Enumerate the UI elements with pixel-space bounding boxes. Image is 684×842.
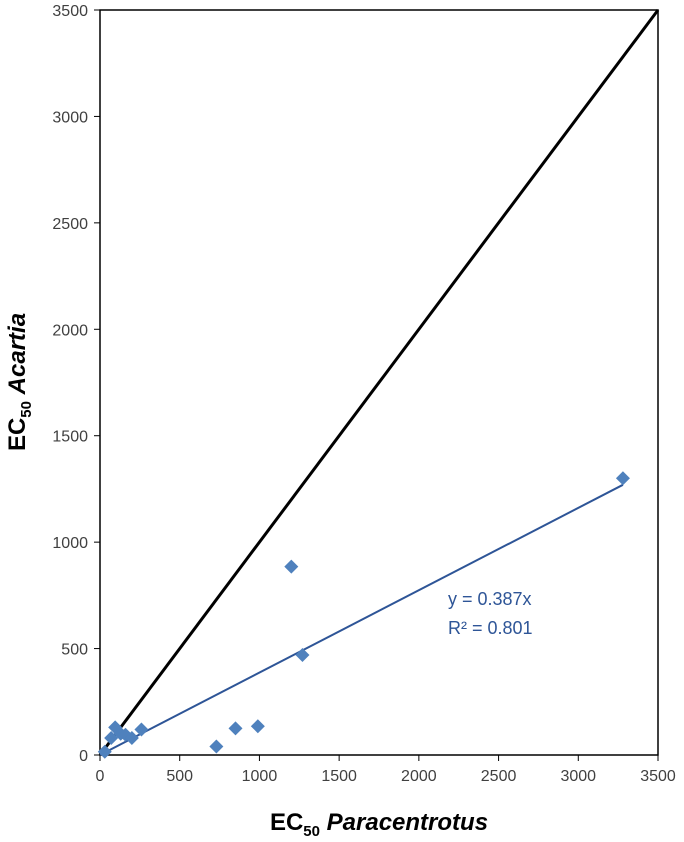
data-point: [228, 721, 243, 736]
identity-line: [98, 9, 660, 756]
y-tick-label: 1000: [52, 535, 88, 552]
data-point: [295, 647, 310, 662]
x-axis-title: EC50 Paracentrotus: [270, 809, 488, 840]
y-tick-label: 2500: [52, 216, 88, 233]
data-point: [615, 471, 630, 486]
y-tick-label: 3500: [52, 3, 88, 20]
y-tick-label: 0: [79, 748, 88, 765]
data-points: [97, 471, 630, 759]
data-point: [250, 719, 265, 734]
r-squared-label: R² = 0.801: [448, 618, 533, 638]
x-tick-label: 2000: [401, 768, 437, 785]
y-axis-title-subscript: 50: [18, 401, 35, 418]
x-axis-title-italic: Paracentrotus: [327, 809, 488, 836]
y-axis-title-base: EC: [4, 418, 31, 451]
trendline: [99, 483, 624, 756]
trendline-equation: y = 0.387x: [448, 589, 532, 609]
x-tick-label: 2500: [481, 768, 517, 785]
y-tick-label: 1500: [52, 429, 88, 446]
y-axis: 0 500 1000 1500 2000 2500 3000 3500: [52, 3, 100, 765]
x-tick-label: 1000: [242, 768, 278, 785]
x-axis-title-base: EC: [270, 809, 303, 836]
x-tick-label: 1500: [321, 768, 357, 785]
y-axis-title: EC50 Acartia: [4, 313, 35, 451]
y-tick-label: 3000: [52, 109, 88, 126]
x-tick-label: 3000: [560, 768, 596, 785]
data-point: [118, 727, 133, 742]
y-tick-label: 2000: [52, 322, 88, 339]
x-axis: 0 500 1000 1500 2000 2500 3000 3500: [96, 755, 676, 785]
data-point: [97, 744, 112, 759]
x-tick-label: 0: [96, 768, 105, 785]
data-point: [209, 739, 224, 754]
y-tick-label: 500: [61, 642, 88, 659]
data-point: [284, 559, 299, 574]
x-tick-label: 3500: [640, 768, 676, 785]
data-point: [134, 722, 149, 737]
x-axis-title-subscript: 50: [303, 823, 320, 840]
x-tick-label: 500: [166, 768, 193, 785]
y-axis-title-italic: Acartia: [4, 313, 31, 395]
data-point: [124, 730, 139, 745]
